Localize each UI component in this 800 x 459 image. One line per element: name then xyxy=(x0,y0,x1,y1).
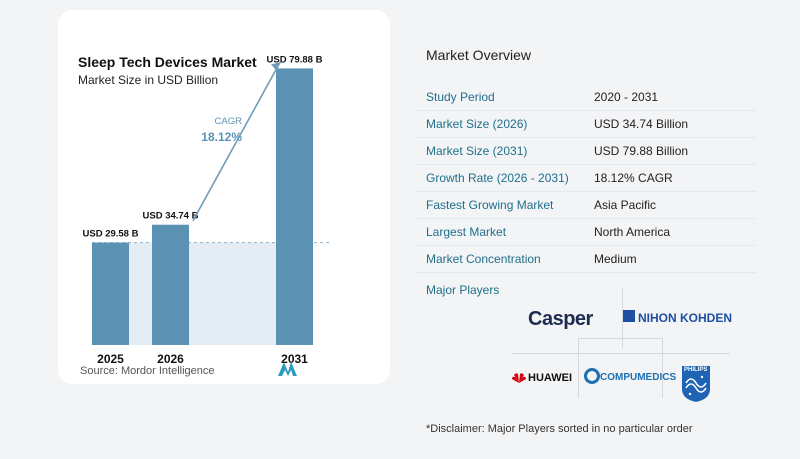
overview-panel: Market Overview Study Period 2020 - 2031 … xyxy=(416,0,800,459)
divider xyxy=(578,338,662,339)
overview-table: Study Period 2020 - 2031 Market Size (202… xyxy=(416,84,756,273)
divider xyxy=(662,338,663,398)
divider xyxy=(622,288,623,348)
philips-shield-icon xyxy=(682,366,710,402)
huawei-flower-icon xyxy=(512,373,526,383)
row-key: Largest Market xyxy=(426,225,507,239)
bar-chart: USD 29.58 B 2025 USD 34.74 B 2026 USD 79.88 … xyxy=(83,54,329,366)
chart-title: Sleep Tech Devices Market xyxy=(78,54,257,70)
bar-value-label: USD 29.58 B xyxy=(83,229,139,240)
row-key: Study Period xyxy=(426,90,495,104)
x-tick-label: 2026 xyxy=(157,352,184,366)
row-value: North America xyxy=(594,225,671,239)
bar xyxy=(152,224,189,345)
table-row: Fastest Growing Market Asia Pacific xyxy=(416,192,756,219)
row-key: Growth Rate (2026 - 2031) xyxy=(426,171,569,185)
x-tick-label: 2025 xyxy=(97,352,124,366)
bar-value-label: USD 34.74 B xyxy=(143,211,199,222)
overview-title: Market Overview xyxy=(426,47,532,63)
compumedics-logo: COMPUMEDICS xyxy=(600,372,677,383)
philips-logo: PHILIPS xyxy=(684,367,708,373)
table-row: Market Size (2031) USD 79.88 Billion xyxy=(416,138,756,165)
bar xyxy=(92,242,129,345)
table-row: Market Concentration Medium xyxy=(416,246,756,273)
cagr-arrowhead xyxy=(271,62,280,72)
row-key: Fastest Growing Market xyxy=(426,198,554,212)
bar-value-label: USD 79.88 B xyxy=(267,54,323,65)
row-value: USD 79.88 Billion xyxy=(594,144,689,158)
cagr-value: 18.12% xyxy=(201,130,242,144)
cagr-arrow xyxy=(192,62,281,222)
divider xyxy=(512,353,730,354)
row-value: 18.12% CAGR xyxy=(594,171,673,185)
table-row: Growth Rate (2026 - 2031) 18.12% CAGR xyxy=(416,165,756,192)
nihon-kohden-logo: NIHON KOHDEN xyxy=(638,311,733,325)
x-tick-label: 2031 xyxy=(281,352,308,366)
huawei-logo: HUAWEI xyxy=(528,372,572,384)
source-note: Source: Mordor Intelligence xyxy=(80,365,215,377)
major-players-title: Major Players xyxy=(426,283,500,297)
row-value: USD 34.74 Billion xyxy=(594,117,689,131)
cagr-label: CAGR xyxy=(215,116,243,127)
row-value: Asia Pacific xyxy=(594,198,657,212)
table-row: Largest Market North America xyxy=(416,219,756,246)
disclaimer: *Disclaimer: Major Players sorted in no … xyxy=(426,423,693,435)
row-value: 2020 - 2031 xyxy=(594,90,659,104)
row-key: Market Size (2026) xyxy=(426,117,528,131)
bar xyxy=(276,68,313,345)
divider xyxy=(578,338,579,398)
row-value: Medium xyxy=(594,252,637,266)
compumedics-icon xyxy=(584,368,600,384)
nihon-kohden-icon xyxy=(623,310,635,322)
table-row: Market Size (2026) USD 34.74 Billion xyxy=(416,111,756,138)
chart-card: Sleep Tech Devices Market Market Size in… xyxy=(58,10,390,384)
row-key: Market Size (2031) xyxy=(426,144,528,158)
table-row: Study Period 2020 - 2031 xyxy=(416,84,756,111)
chart-subtitle: Market Size in USD Billion xyxy=(78,73,219,87)
mordor-logo-icon xyxy=(278,362,297,376)
row-key: Market Concentration xyxy=(426,252,541,266)
casper-logo: Casper xyxy=(528,308,593,330)
